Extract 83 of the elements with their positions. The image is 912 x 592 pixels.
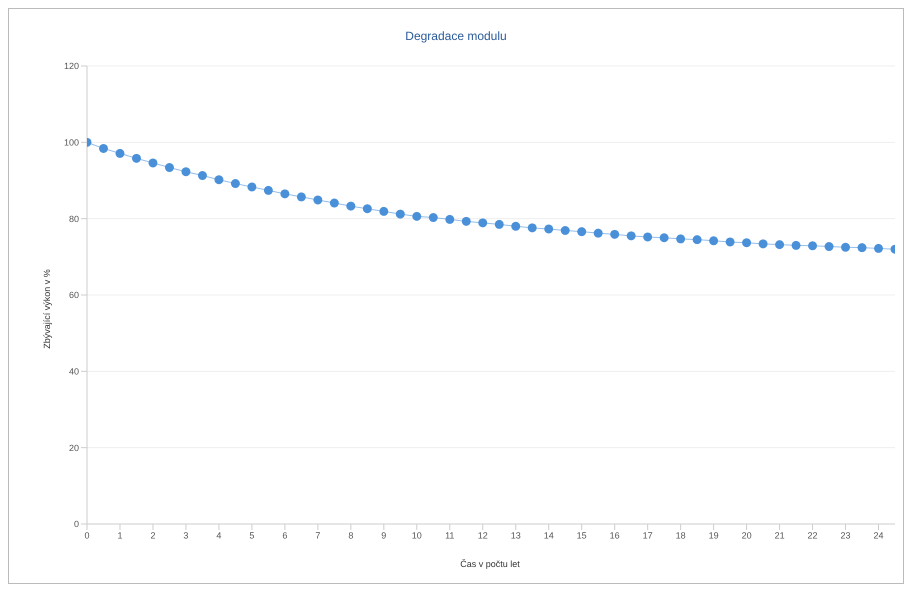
x-tick-label: 18 (676, 530, 686, 540)
point (230, 179, 240, 188)
point (874, 244, 884, 253)
point (758, 239, 768, 248)
x-tick-label: 19 (708, 530, 719, 540)
point (511, 222, 520, 231)
y-axis-title: Zbývající výkon v % (42, 269, 52, 349)
x-tick-label: 14 (544, 530, 554, 540)
point (264, 186, 273, 195)
point (841, 242, 850, 252)
point (824, 242, 834, 252)
y-tick-label: 0 (74, 519, 79, 530)
x-tick-label: 10 (412, 530, 422, 540)
x-tick-label: 17 (642, 530, 653, 540)
point (462, 216, 471, 226)
x-tick-label: 9 (381, 530, 386, 540)
point (594, 228, 603, 238)
x-tick-label: 6 (282, 530, 288, 540)
x-tick-label: 0 (84, 530, 90, 540)
point (792, 240, 801, 250)
x-tick-label: 20 (742, 530, 752, 540)
point (643, 232, 652, 242)
x-tick-label: 7 (315, 530, 320, 540)
x-tick-label: 1 (117, 530, 122, 540)
point (198, 171, 207, 180)
x-tick-label: 11 (445, 530, 454, 540)
point (330, 198, 339, 208)
x-tick-label: 2 (150, 530, 156, 540)
x-tick-label: 22 (808, 530, 818, 540)
point (742, 238, 752, 248)
point (296, 192, 306, 202)
point (98, 144, 108, 153)
y-tick-label: 80 (68, 214, 79, 224)
x-tick-label: 3 (183, 530, 188, 540)
x-tick-label: 24 (874, 530, 884, 540)
y-tick-label: 20 (68, 442, 79, 453)
point (247, 182, 256, 192)
x-tick-label: 15 (576, 530, 587, 540)
point (132, 154, 141, 163)
x-tick-label: 13 (510, 530, 521, 540)
x-tick-label: 8 (348, 530, 354, 540)
point (396, 210, 405, 219)
point (676, 234, 686, 244)
x-tick-label: 16 (610, 530, 620, 540)
y-tick-label: 120 (64, 61, 79, 72)
point (280, 189, 290, 198)
point (164, 163, 174, 172)
point (181, 167, 190, 176)
point (544, 224, 554, 234)
point (445, 214, 454, 224)
point (346, 202, 356, 211)
x-tick-label: 12 (478, 530, 488, 540)
point (808, 241, 818, 250)
y-tick-label: 100 (64, 138, 79, 148)
x-tick-label: 23 (840, 530, 851, 540)
point (115, 148, 124, 158)
x-tick-label: 21 (774, 530, 785, 540)
point (726, 237, 735, 246)
point (560, 226, 570, 235)
point (709, 236, 718, 246)
point (610, 230, 620, 239)
point (379, 206, 388, 216)
point (577, 227, 586, 236)
x-axis-title: Čas v počtu let (460, 559, 520, 569)
point (412, 212, 422, 221)
point (528, 223, 537, 232)
y-tick-label: 60 (68, 290, 79, 300)
point (313, 195, 322, 204)
point (362, 204, 372, 214)
point (775, 240, 784, 250)
x-tick-label: 4 (216, 530, 222, 540)
point (214, 175, 224, 184)
point (626, 231, 636, 240)
point (692, 235, 702, 244)
chart-title: Degradace modulu (404, 29, 508, 43)
point (148, 158, 158, 168)
y-tick-label: 40 (68, 366, 79, 377)
point (858, 243, 867, 252)
point (494, 220, 504, 229)
point (660, 233, 669, 242)
point (478, 218, 488, 228)
x-tick-label: 5 (249, 530, 254, 540)
point (428, 213, 438, 222)
